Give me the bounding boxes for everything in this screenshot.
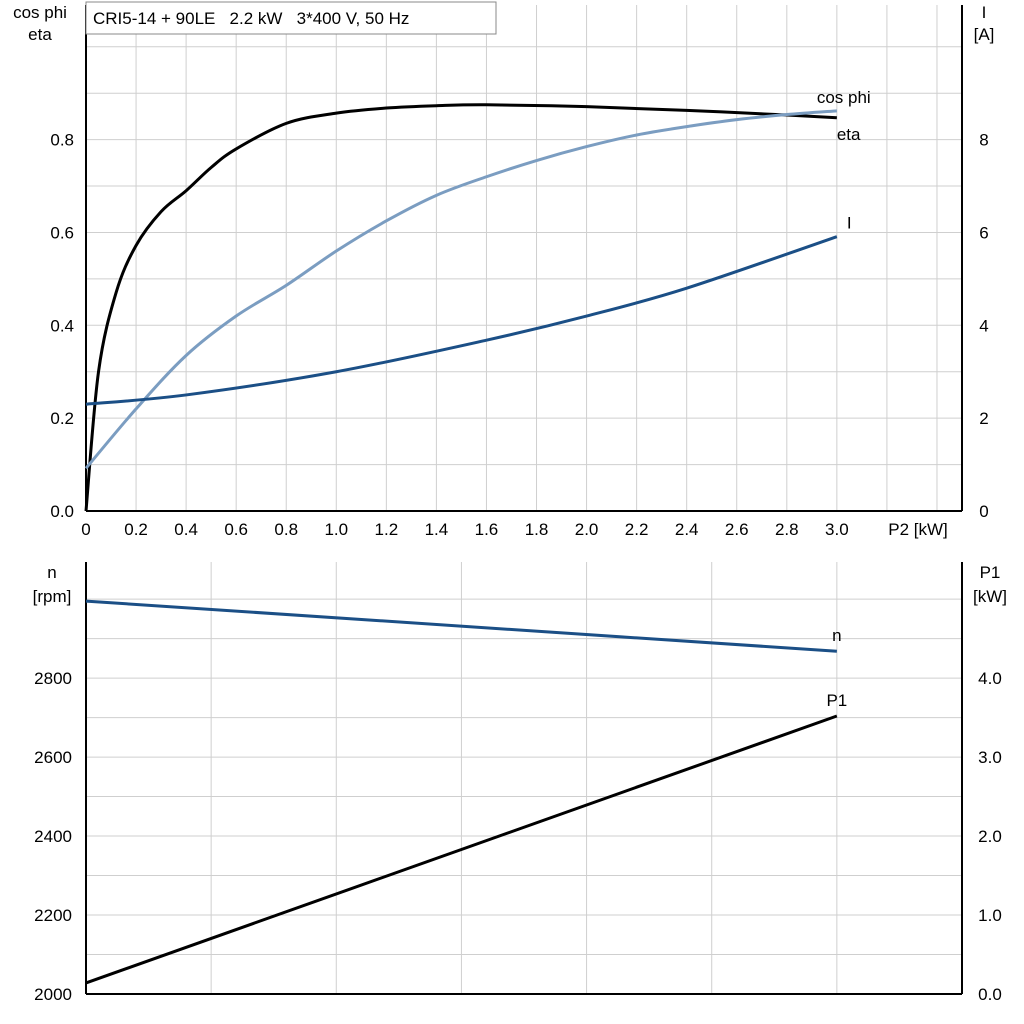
y-right-tick-label: 4 (979, 316, 988, 335)
y-right-axis-label: [kW] (973, 587, 1007, 606)
y-right-axis-label: I (982, 3, 987, 22)
x-tick-label: 2.4 (675, 520, 699, 539)
series-line-eta (84, 103, 837, 512)
x-axis-label: P2 [kW] (888, 520, 948, 539)
series-line-n (85, 599, 837, 653)
bottom-grid (85, 562, 963, 995)
x-tick-label: 1.0 (324, 520, 348, 539)
x-tick-label: 0 (81, 520, 90, 539)
y-left-axis-label: [rpm] (33, 587, 72, 606)
y-left-tick-label: 0.0 (50, 502, 74, 521)
y-right-axis-label: P1 (980, 563, 1001, 582)
x-tick-label: 3.0 (825, 520, 849, 539)
series-line-cos-phi (84, 109, 837, 470)
x-tick-label: 0.6 (224, 520, 248, 539)
x-tick-label: 0.8 (274, 520, 298, 539)
y-left-tick-label: 0.4 (50, 316, 74, 335)
x-tick-label: 1.8 (525, 520, 549, 539)
series-label-P1: P1 (826, 691, 847, 710)
x-tick-label: 1.2 (375, 520, 399, 539)
series-lines (84, 103, 838, 985)
y-right-tick-label: 3.0 (978, 748, 1002, 767)
y-right-tick-label: 4.0 (978, 669, 1002, 688)
series-label-eta: eta (837, 125, 861, 144)
x-tick-label: 1.6 (475, 520, 499, 539)
y-right-tick-label: 0.0 (978, 985, 1002, 1004)
x-tick-label: 2.0 (575, 520, 599, 539)
y-left-axis-label: eta (28, 25, 52, 44)
x-tick-label: 0.4 (174, 520, 198, 539)
series-label-I: I (847, 214, 852, 233)
labels: 0 0.2 0.4 0.6 0.8 1.0 1.2 1.4 1.6 1.8 2.0 2.2 2.4 2.6… (13, 3, 1007, 1004)
y-right-axis-label: [A] (974, 25, 995, 44)
series-line-I (85, 235, 838, 406)
series-label-cos-phi: cos phi (817, 88, 871, 107)
y-left-axis-label: n (47, 563, 56, 582)
x-tick-label: 2.2 (625, 520, 649, 539)
y-right-tick-label: 0 (979, 502, 988, 521)
y-right-tick-label: 1.0 (978, 906, 1002, 925)
x-tick-label: 1.4 (425, 520, 449, 539)
x-tick-label: 2.6 (725, 520, 749, 539)
y-left-axis-label: cos phi (13, 3, 67, 22)
y-left-tick-label: 2400 (34, 827, 72, 846)
series-label-n: n (832, 626, 841, 645)
y-left-tick-label: 2000 (34, 985, 72, 1004)
title-box (85, 1, 497, 35)
y-left-tick-label: 2200 (34, 906, 72, 925)
y-right-tick-label: 6 (979, 223, 988, 242)
top-grid (85, 5, 963, 512)
x-tick-label: 2.8 (775, 520, 799, 539)
y-left-tick-label: 2600 (34, 748, 72, 767)
y-left-tick-label: 0.2 (50, 409, 74, 428)
series-line-P1 (85, 714, 838, 985)
y-right-tick-label: 2 (979, 409, 988, 428)
y-left-tick-label: 0.8 (50, 131, 74, 150)
y-left-tick-label: 2800 (34, 669, 72, 688)
y-right-tick-label: 2.0 (978, 827, 1002, 846)
y-left-tick-label: 0.6 (50, 223, 74, 242)
x-tick-label: 0.2 (124, 520, 148, 539)
chart-title: CRI5-14 + 90LE 2.2 kW 3*400 V, 50 Hz (93, 9, 409, 28)
y-right-tick-label: 8 (979, 131, 988, 150)
